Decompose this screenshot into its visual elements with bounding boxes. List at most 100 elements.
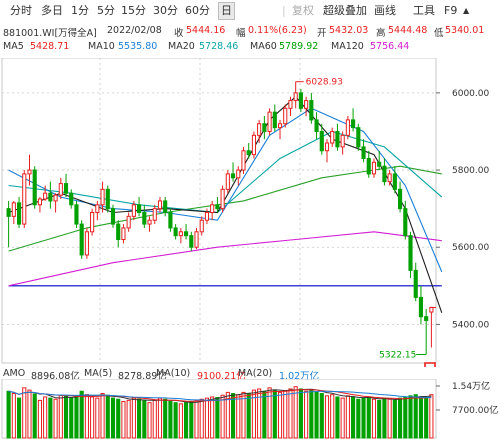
candle-body [173, 227, 178, 237]
ma10-value: 5535.80 [118, 41, 158, 52]
ma5-value: 5428.71 [30, 41, 70, 52]
candle-body [63, 183, 69, 194]
volume-bar [246, 393, 251, 439]
candle-body [392, 173, 397, 190]
candle-body [418, 296, 424, 318]
ma20-line [8, 130, 443, 214]
expand-icon[interactable]: ▲ [463, 6, 470, 15]
volume-bar [110, 397, 116, 439]
toolbar-button-2[interactable]: 画线 [374, 4, 396, 17]
quote-info: 881001.WI[万得全A] 2022/02/08 收 5444.16 幅 0… [0, 22, 500, 58]
candle-body [314, 119, 319, 132]
candle-body [137, 204, 142, 214]
toolbar-button-0[interactable]: 复权 [292, 4, 314, 17]
ma5-line [8, 95, 443, 313]
volume-bar [63, 395, 69, 439]
period-tab-1[interactable]: 多日 [41, 4, 63, 17]
period-tab-4[interactable]: 15分 [121, 4, 146, 17]
candle-body [53, 194, 58, 202]
high-value: 5444.48 [388, 25, 428, 36]
toolbar-button-4[interactable]: F9 [444, 4, 458, 17]
volume-bar [262, 390, 267, 439]
candle-body [230, 173, 236, 179]
volume-bar [424, 397, 429, 439]
toolbar: 分时 多日 1分 5分 15分 30分 60分日 | 复权 超级叠加 画线 工具 F9 ▲ [0, 0, 500, 22]
volume-bar [272, 389, 277, 439]
volume-bar [230, 393, 236, 439]
vol-ma5-value: 8278.89亿 [118, 371, 167, 382]
candle-body [69, 192, 74, 206]
candle-body [288, 100, 293, 109]
volume-bar [403, 396, 408, 439]
high-marker-label: 6028.93 [306, 78, 343, 88]
period-tab-5[interactable]: 30分 [153, 4, 178, 17]
volume-bar [69, 397, 74, 439]
candle-body [184, 231, 189, 237]
candle-body [424, 316, 429, 322]
ma120-label: MA120 [331, 41, 364, 52]
candle-body [152, 208, 157, 221]
volume-bar [27, 389, 32, 439]
candle-body [215, 204, 220, 210]
candle-body [236, 169, 241, 179]
candle-body [267, 111, 272, 132]
toolbar-button-3[interactable]: 工具 [413, 4, 435, 17]
ma5-label: MA5 [3, 41, 24, 52]
period-tab-2[interactable]: 1分 [71, 4, 89, 17]
period-tab-3[interactable]: 5分 [97, 4, 115, 17]
candle-body [194, 231, 199, 248]
volume-bar [184, 402, 189, 439]
candle-body [37, 198, 42, 206]
toolbar-button-1[interactable]: 超级叠加 [323, 4, 367, 17]
volume-bar [371, 398, 377, 439]
low-marker-label: 5322.15 [379, 351, 416, 361]
volume-bar [236, 394, 241, 439]
volume-bar [137, 398, 142, 439]
candle-body [84, 231, 89, 256]
volume-bar [194, 399, 199, 439]
open-label: 开 [317, 28, 327, 39]
volume-bar [22, 387, 27, 439]
ma60-value: 5789.92 [279, 41, 319, 52]
candle-body [241, 150, 246, 171]
amo-label: AMO [3, 368, 26, 379]
volume-tick-label: 1.54万亿 [452, 380, 490, 392]
candle-body [225, 173, 230, 190]
volume-bar [288, 388, 293, 439]
candle-body [377, 161, 382, 167]
volume-chart[interactable]: 1.54万亿 7700.00亿 [0, 379, 500, 440]
close-value: 5444.16 [186, 25, 226, 36]
quote-date: 2022/02/08 [107, 25, 162, 36]
volume-bar [48, 397, 53, 439]
period-tab-6[interactable]: 60分 [185, 4, 210, 17]
volume-bar [366, 396, 371, 439]
candle-body [199, 219, 204, 233]
candle-body [210, 204, 215, 214]
candle-body [43, 192, 48, 200]
period-tab-7[interactable]: 日 [218, 2, 235, 20]
volume-bar [277, 391, 283, 439]
candle-body [429, 306, 434, 313]
candle-body [345, 119, 350, 136]
candle-body [319, 130, 324, 152]
volume-bar [304, 390, 309, 439]
candle-body [277, 123, 283, 129]
volume-bar [361, 397, 366, 439]
ma10-label: MA10 [88, 41, 115, 52]
volume-bar [351, 396, 356, 439]
volume-bar [16, 397, 22, 439]
y-tick-label: 5400.00 [452, 320, 489, 330]
candle-body [79, 223, 84, 256]
volume-bar [335, 396, 340, 439]
volume-bar [163, 398, 168, 439]
volume-bar [84, 394, 89, 439]
vol-ma5-label: MA(5) [84, 368, 113, 379]
low-value: 5340.01 [445, 25, 485, 36]
candlestick-chart[interactable]: 6000.00 5800.00 5600.00 5400.00 6028.93 5322.… [0, 58, 500, 367]
vol-ma20-value: 1.02万亿 [279, 371, 320, 382]
candle-body [142, 212, 147, 225]
vol-ma10-value: 9100.21亿 [197, 371, 246, 382]
candle-body [105, 188, 110, 210]
candle-body [366, 157, 371, 175]
period-tab-0[interactable]: 分时 [10, 4, 32, 17]
